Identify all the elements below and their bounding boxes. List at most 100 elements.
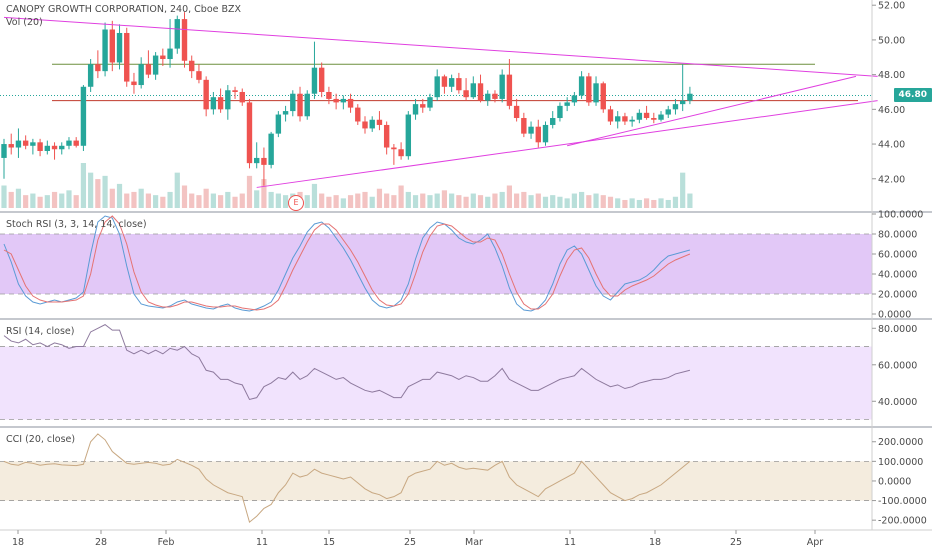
candle-body [398, 149, 404, 157]
candle-body [246, 102, 253, 164]
candle-body [636, 112, 643, 120]
volume-bar [672, 196, 679, 208]
volume-legend: Vol (20) [6, 17, 43, 28]
oscillator-tick-label: 40.0000 [878, 397, 917, 408]
candle-body [304, 93, 310, 117]
stoch-rsi-pane[interactable] [0, 215, 872, 312]
candle-body [463, 90, 469, 98]
volume-bar [59, 193, 65, 208]
candle-body [318, 67, 325, 92]
volume-bar [160, 196, 166, 208]
candle-body [311, 67, 318, 94]
volume-bar [557, 196, 563, 208]
trendline [256, 100, 878, 188]
oscillator-band [0, 346, 872, 420]
candle-body [427, 97, 433, 108]
volume-bar [319, 193, 325, 208]
candle-body [643, 112, 650, 119]
last-price-tag: 46.80 [893, 88, 932, 103]
candle-body [470, 83, 476, 98]
volume-bar [492, 193, 498, 208]
volume-bar [658, 198, 664, 208]
volume-bar [355, 193, 361, 208]
oscillator-tick-label: 20.0000 [878, 290, 917, 301]
volume-bar [528, 195, 534, 208]
volume-bar [246, 175, 253, 208]
volume-bar [275, 193, 281, 208]
oscillator-series-line [3, 215, 691, 311]
volume-bar [571, 193, 577, 208]
volume-bar [254, 190, 260, 208]
earnings-event-label: E [293, 198, 299, 207]
candle-body [326, 91, 332, 99]
volume-bar [167, 191, 173, 208]
candle-body [405, 114, 412, 157]
oscillator-tick-label: 40.0000 [878, 270, 917, 281]
candle-body [607, 109, 614, 122]
oscillator-tick-label: -200.0000 [878, 516, 927, 527]
candle-body [116, 32, 123, 63]
volume-bar [398, 185, 404, 208]
rsi-pane[interactable] [0, 324, 872, 420]
oscillator-series-line [3, 215, 691, 312]
volume-bar [181, 185, 188, 208]
volume-bar [427, 195, 433, 208]
candle-body [102, 29, 108, 72]
price-axis[interactable]: 42.00 44.00 46.00 48.00 50.00 52.00 0.0000 20.0… [872, 1, 927, 527]
time-axis[interactable]: 18 28 Feb 11 15 25 Mar 11 18 25 Apr [12, 530, 823, 548]
price-tick-label: 42.00 [878, 174, 905, 185]
candle-body [506, 74, 513, 106]
volume-bar [109, 188, 115, 208]
volume-bar [116, 183, 123, 208]
candle-body [412, 104, 419, 115]
candle-body [22, 140, 29, 146]
candle-body [217, 97, 224, 110]
candle-body [615, 116, 621, 122]
cci-pane[interactable] [0, 433, 872, 524]
volume-bar [607, 196, 614, 208]
candle-body [448, 78, 455, 87]
candle-body [658, 114, 664, 120]
time-tick-label: 11 [256, 537, 268, 548]
volume-bar [15, 188, 22, 208]
oscillator-tick-label: -100.0000 [878, 496, 927, 507]
candle-body [95, 64, 101, 72]
candle-body [138, 64, 144, 86]
volume-bar [680, 172, 686, 208]
volume-bar [499, 191, 505, 208]
earnings-event-marker[interactable]: E [288, 195, 304, 211]
volume-bar [44, 195, 50, 208]
volume-bar [73, 195, 79, 208]
candle-body [225, 90, 231, 110]
volume-bar [1, 185, 7, 208]
candle-body [1, 144, 7, 158]
rsi-legend: RSI (14, close) [6, 326, 75, 337]
cci-legend: CCI (20, close) [6, 434, 76, 445]
volume-bar [369, 196, 375, 208]
candle-body [268, 133, 274, 165]
candle-body [477, 83, 484, 101]
candle-body [333, 98, 339, 103]
volume-bar [629, 198, 635, 208]
candle-body [239, 91, 245, 103]
volume-bar [405, 191, 411, 208]
time-tick-label: Feb [158, 537, 175, 548]
volume-bar [304, 195, 310, 208]
candle-body [282, 111, 289, 115]
time-tick-label: 18 [12, 537, 24, 548]
volume-bar [131, 191, 137, 208]
candle-body [51, 145, 58, 150]
volume-bar [651, 199, 657, 208]
volume-bar [535, 193, 541, 208]
candle-body [376, 119, 383, 125]
candle-body [152, 55, 159, 75]
volume-bar [542, 196, 549, 208]
candle-body [492, 93, 498, 99]
volume-bar [189, 193, 195, 208]
volume-bar [391, 195, 397, 208]
time-tick-label: 11 [564, 537, 576, 548]
price-tick-label: 46.00 [878, 105, 905, 116]
price-pane[interactable] [0, 12, 878, 208]
